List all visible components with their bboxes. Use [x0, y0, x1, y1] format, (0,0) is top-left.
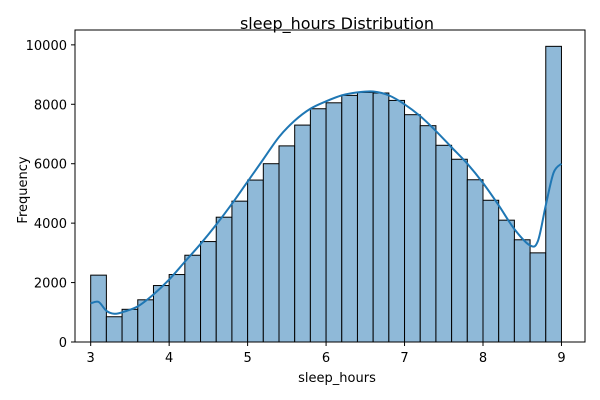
x-tick-label: 9: [557, 351, 565, 366]
y-tick-label: 10000: [26, 39, 67, 54]
histogram-bar: [404, 114, 421, 343]
histogram-bar: [372, 92, 390, 343]
histogram-bar: [200, 241, 217, 343]
histogram-bar: [137, 299, 154, 343]
histogram-bar: [231, 200, 249, 343]
y-tick-label: 4000: [34, 217, 67, 232]
histogram-bar: [184, 254, 202, 343]
x-tick-label: 3: [87, 351, 95, 366]
histogram-bar: [168, 274, 186, 343]
x-tick-label: 6: [322, 351, 330, 366]
y-axis-label: Frequency: [16, 156, 31, 223]
x-tick-label: 5: [243, 351, 251, 366]
histogram-bar: [529, 252, 547, 343]
histogram-bar: [451, 158, 468, 343]
histogram-bar: [215, 216, 233, 343]
histogram-bar: [105, 316, 123, 343]
histogram-bar: [356, 91, 374, 343]
histogram-bar: [435, 144, 453, 343]
x-axis-ticks: 3 4 5 6 7 8 9: [87, 342, 566, 366]
histogram-bar: [325, 102, 343, 343]
y-tick-label: 6000: [34, 158, 67, 173]
x-tick-label: 7: [400, 351, 408, 366]
histogram-bar: [482, 199, 500, 343]
histogram-bar: [121, 308, 139, 343]
y-tick-label: 2000: [34, 277, 67, 292]
x-axis-label: sleep_hours: [298, 371, 376, 386]
chart-title: sleep_hours Distribution: [240, 14, 434, 34]
histogram-bar: [247, 179, 264, 343]
y-tick-label: 0: [59, 336, 67, 351]
histogram-bar: [294, 124, 311, 343]
plot-frame: [74, 29, 586, 343]
histogram-bar: [419, 125, 437, 343]
histogram-bar: [309, 108, 327, 343]
bars-group: [90, 45, 562, 343]
histogram-bar: [152, 285, 170, 343]
histogram-bar: [262, 163, 280, 343]
y-tick-label: 8000: [34, 98, 67, 113]
histogram-bar: [466, 179, 484, 343]
histogram-bar: [513, 239, 531, 343]
kde-line: [90, 90, 563, 315]
y-axis-ticks: 0 2000 4000 6000 8000 10000: [26, 39, 75, 351]
histogram-bar: [498, 219, 515, 343]
histogram-bar: [341, 94, 358, 343]
x-tick-label: 8: [479, 351, 487, 366]
x-tick-label: 4: [165, 351, 173, 366]
histogram-bar: [388, 99, 406, 343]
histogram-bar: [278, 145, 296, 343]
